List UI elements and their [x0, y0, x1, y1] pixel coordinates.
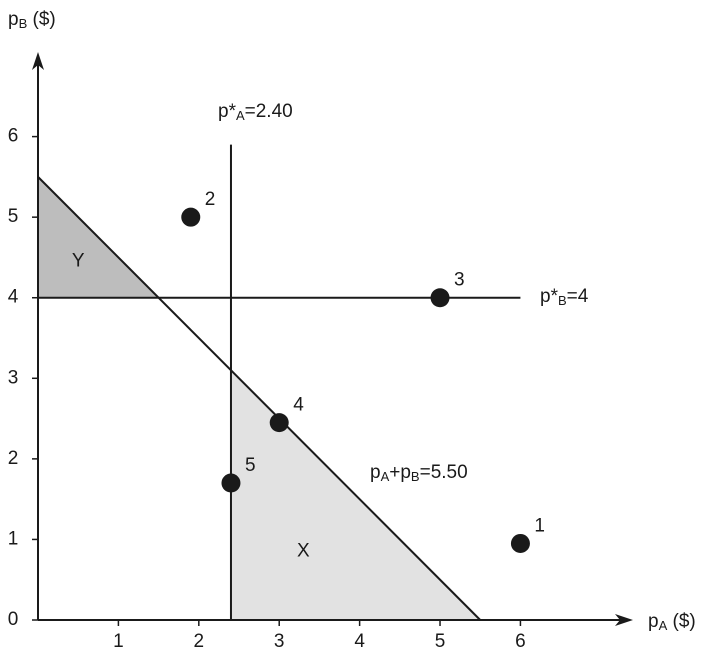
hline-label-main: p*: [540, 286, 559, 307]
hline-label-sub: B: [558, 293, 567, 308]
y-axis-label: pB ($): [8, 9, 56, 31]
x-axis-label: pA ($): [648, 611, 696, 633]
x-label-sub: A: [659, 618, 668, 633]
point-label: 1: [534, 515, 545, 536]
budget-label-b: +p: [389, 462, 411, 483]
x-arrow: [615, 614, 633, 626]
y-tick-label: 0: [8, 609, 19, 630]
x-tick-label: 6: [515, 631, 526, 652]
y-label-unit: ($): [27, 9, 56, 30]
vline-label-value: =2.40: [245, 101, 293, 122]
budget-label-value: =5.50: [420, 462, 468, 483]
vline-label-sub: A: [236, 108, 245, 123]
x-tick-label: 3: [274, 631, 285, 652]
point-label: 2: [205, 189, 216, 210]
y-tick-label: 5: [8, 206, 19, 227]
x-label-main: p: [648, 611, 659, 632]
point-label: 3: [454, 270, 465, 291]
point: [181, 207, 201, 227]
y-label-main: p: [8, 9, 19, 30]
budget-line: [37, 176, 481, 621]
point: [221, 473, 241, 493]
y-tick-label: 2: [8, 448, 19, 469]
point: [430, 288, 450, 308]
y-tick-label: 3: [8, 367, 19, 388]
y-label-sub: B: [19, 16, 28, 31]
budget-label-a-sub: A: [381, 469, 390, 484]
hline-label-value: =4: [567, 286, 589, 307]
vline-label-main: p*: [218, 101, 237, 122]
x-tick-label: 2: [194, 631, 205, 652]
budget-label: pA+pB=5.50: [370, 462, 468, 484]
point: [269, 413, 289, 433]
y-tick-label: 4: [8, 287, 19, 308]
point-label: 5: [245, 455, 256, 476]
point-label: 4: [293, 395, 304, 416]
budget-label-b-sub: B: [411, 469, 420, 484]
x-tick-label: 1: [113, 631, 124, 652]
budget-label-a: p: [370, 462, 381, 483]
y-arrow: [32, 52, 44, 70]
x-tick-label: 4: [354, 631, 365, 652]
point: [510, 533, 530, 553]
vline-label: p*A=2.40: [218, 101, 293, 123]
region-x-label: X: [297, 541, 310, 562]
region-y-label: Y: [72, 250, 85, 271]
x-tick-label: 5: [435, 631, 446, 652]
x-label-unit: ($): [667, 611, 696, 632]
y-tick-label: 1: [8, 528, 19, 549]
y-tick-label: 6: [8, 126, 19, 147]
hline-label: p*B=4: [540, 286, 589, 308]
